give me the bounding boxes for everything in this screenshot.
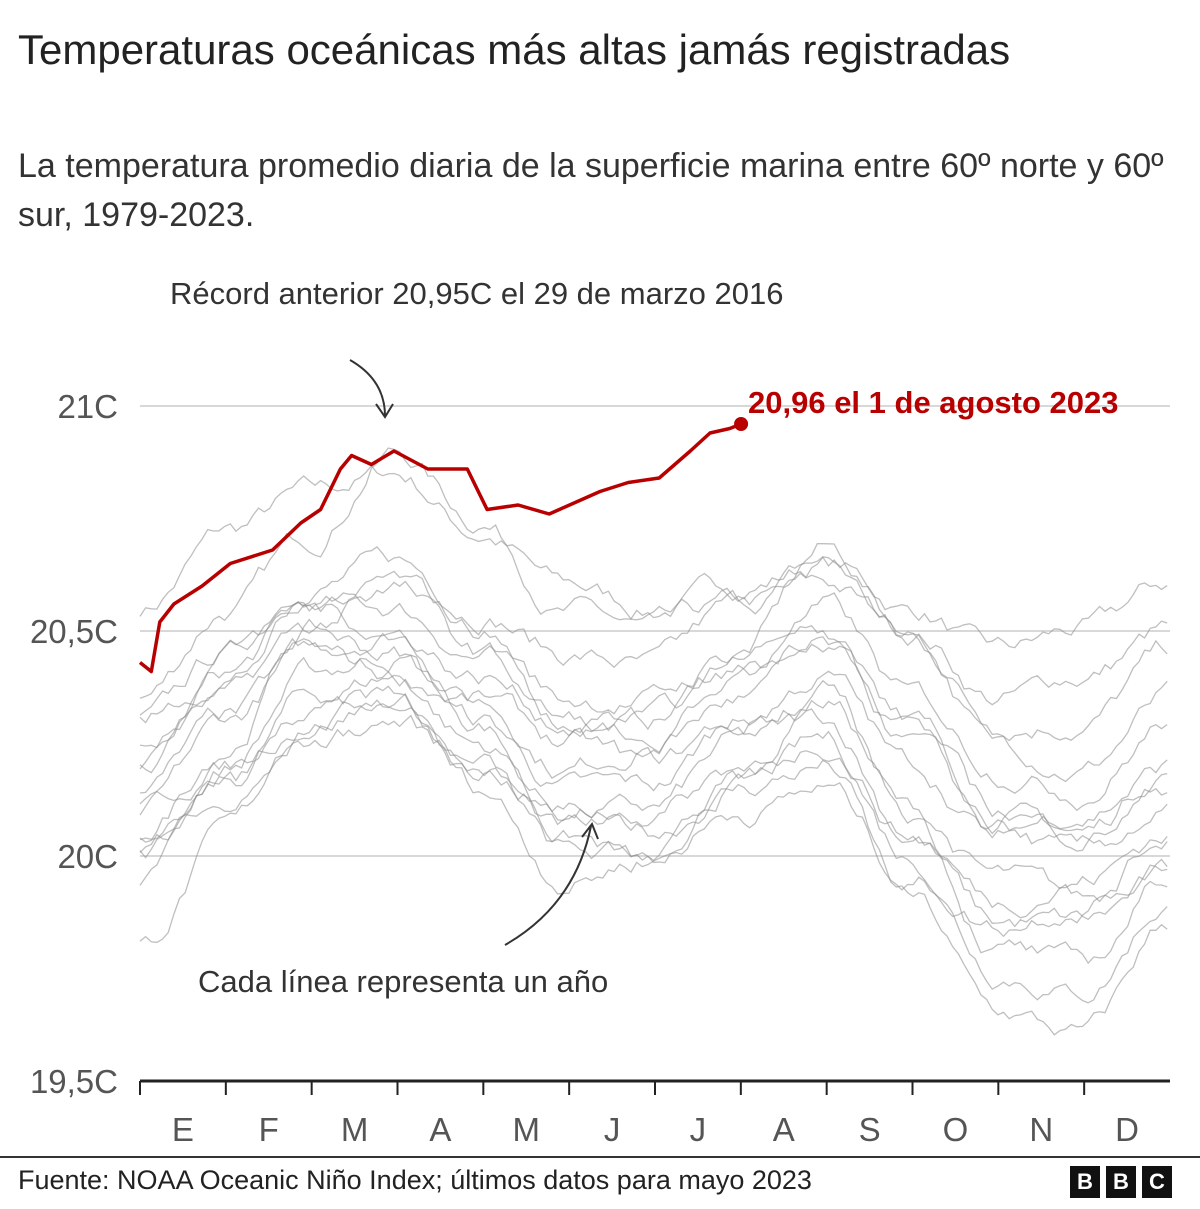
year-line (139, 618, 1168, 1004)
x-tick-label: O (943, 1111, 969, 1148)
y-tick-label: 19,5C (30, 1063, 118, 1100)
x-tick-label: A (429, 1111, 451, 1148)
x-tick-label: A (773, 1111, 795, 1148)
bbc-logo: B B C (1070, 1166, 1172, 1198)
year-line (139, 654, 1168, 903)
year-line (139, 674, 1168, 928)
year-line (139, 692, 1168, 919)
year-line (139, 701, 1168, 1036)
year-line (139, 447, 1168, 706)
year-line (139, 638, 1168, 832)
x-tick-label: N (1029, 1111, 1053, 1148)
x-tick-label: D (1115, 1111, 1139, 1148)
year-line (139, 546, 1168, 742)
year-line (139, 543, 1168, 783)
annotation-each-line: Cada línea representa un año (198, 964, 608, 999)
year-line (139, 679, 1168, 965)
arrow-each-line (504, 821, 599, 946)
y-tick-label: 20,5C (30, 613, 118, 650)
year-line (139, 464, 1168, 649)
footer-divider (0, 1156, 1200, 1158)
highlight-year-line (138, 422, 742, 674)
logo-letter: C (1142, 1166, 1172, 1198)
x-tick-label: E (172, 1111, 194, 1148)
source-note: Fuente: NOAA Oceanic Niño Index; últimos… (18, 1165, 812, 1195)
x-tick-label: S (859, 1111, 881, 1148)
chart-title: Temperaturas oceánicas más altas jamás r… (18, 26, 1011, 73)
x-tick-label: M (341, 1111, 369, 1148)
year-line (139, 624, 1168, 835)
logo-letter: B (1070, 1166, 1100, 1198)
year-line (139, 570, 1168, 812)
logo-letter: B (1106, 1166, 1136, 1198)
year-line (139, 685, 1168, 938)
chart-subtitle: La temperatura promedio diaria de la sup… (18, 147, 1164, 234)
annotation-previous-record: Récord anterior 20,95C el 29 de marzo 20… (170, 276, 783, 311)
line-chart: 19,5C 20C 20,5C 21C E F M A M J J A S O N D Récord ante… (30, 276, 1170, 1148)
y-tick-label: 21C (57, 388, 118, 425)
arrow-previous-record (349, 359, 394, 419)
x-tick-label: M (513, 1111, 541, 1148)
y-tick-label: 20C (57, 838, 118, 875)
latest-point (734, 417, 749, 431)
x-tick-label: J (690, 1111, 707, 1148)
year-line (139, 580, 1168, 852)
x-tick-label: F (259, 1111, 279, 1148)
x-tick-label: J (604, 1111, 621, 1148)
year-line (139, 601, 1168, 847)
annotation-latest: 20,96 el 1 de agosto 2023 (748, 385, 1119, 420)
